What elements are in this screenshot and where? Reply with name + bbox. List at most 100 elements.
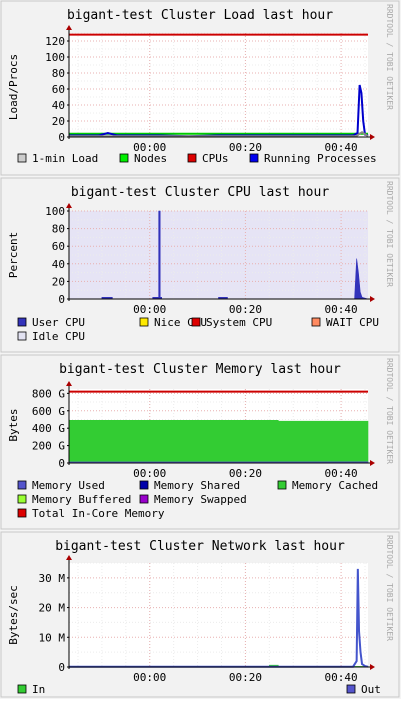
legend-label: Memory Cached (292, 479, 378, 492)
y-tick-label: 0 (58, 661, 65, 674)
y-tick-label: 20 (52, 115, 65, 128)
chart-0-marks: 0 20 40 60 80 100 120 00:00 00:20 00:40 1-min Load… (17, 25, 377, 165)
y-tick-label: 0 (58, 293, 65, 306)
y-tick-label: 200 G (32, 440, 65, 453)
chart-title: bigant-test Cluster Load last hour (67, 8, 333, 23)
memory-chart: bigant-test Cluster Memory last hour Byt… (7, 358, 394, 464)
watermark: RRDTOOL / TOBI OETIKER (385, 358, 394, 464)
series-1-min-load (69, 130, 369, 138)
legend-label: Out (361, 683, 381, 696)
legend-label: Idle CPU (32, 330, 85, 343)
x-axis-arrow (370, 664, 375, 670)
legend-label: CPUs (202, 152, 229, 165)
y-axis-arrow (66, 203, 72, 208)
legend-swatch (277, 480, 287, 490)
legend-label: System CPU (206, 316, 272, 329)
y-tick-label: 40 (52, 258, 65, 271)
x-tick-label: 00:00 (133, 141, 166, 154)
x-tick-label: 00:40 (325, 467, 358, 480)
y-axis-arrow (66, 555, 72, 560)
y-tick-label: 800 G (32, 387, 65, 400)
legend-label: Total In-Core Memory (32, 507, 165, 520)
y-tick-label: 100 (45, 51, 65, 64)
cpu-chart: bigant-test Cluster CPU last hour Percen… (7, 181, 394, 287)
legend-label: Memory Used (32, 479, 105, 492)
y-axis-arrow (66, 25, 72, 30)
chart-3-marks: 0 10 M 20 M 30 M 00:00 00:20 00:40 In Out (17, 555, 381, 696)
chart-title: bigant-test Cluster Network last hour (55, 539, 345, 554)
plot-area (69, 33, 368, 137)
legend-swatch (17, 331, 27, 341)
legend-swatch (17, 153, 27, 163)
legend-swatch (187, 153, 197, 163)
x-tick-label: 00:40 (325, 303, 358, 316)
y-tick-label: 400 G (32, 422, 65, 435)
x-axis-arrow (370, 134, 375, 140)
series-memory-cached (68, 420, 369, 464)
x-tick-label: 00:00 (133, 303, 166, 316)
watermark: RRDTOOL / TOBI OETIKER (385, 535, 394, 641)
legend-label: Running Processes (264, 152, 377, 165)
legend-swatch (139, 480, 149, 490)
y-tick-label: 0 (58, 457, 65, 470)
y-tick-label: 20 M (39, 602, 66, 615)
legend-label: Memory Buffered (32, 493, 131, 506)
legend-swatch (346, 684, 356, 694)
legend-label: In (32, 683, 45, 696)
legend-swatch (249, 153, 259, 163)
chart-title: bigant-test Cluster CPU last hour (71, 185, 329, 200)
x-axis-arrow (370, 296, 375, 302)
x-tick-label: 00:40 (325, 141, 358, 154)
legend-swatch (17, 317, 27, 327)
legend-swatch (139, 494, 149, 504)
legend-swatch (17, 508, 27, 518)
legend-swatch (17, 494, 27, 504)
series-out (69, 568, 369, 668)
plot-area (69, 211, 368, 299)
x-tick-label: 00:00 (133, 671, 166, 684)
y-axis-arrow (66, 381, 72, 386)
y-axis-label: Load/Procs (7, 54, 20, 120)
y-tick-label: 120 (45, 35, 65, 48)
y-tick-label: 600 G (32, 405, 65, 418)
y-tick-label: 30 M (39, 572, 66, 585)
load-chart: bigant-test Cluster Load last hour Load/… (7, 4, 394, 120)
chart-marks: 0 20 40 60 80 100 120 00:00 00:20 00:40 1-min Load… (17, 25, 381, 696)
watermark: RRDTOOL / TOBI OETIKER (385, 4, 394, 110)
legend-label: 1-min Load (32, 152, 98, 165)
y-tick-label: 20 (52, 275, 65, 288)
y-tick-label: 100 (45, 205, 65, 218)
y-tick-label: 0 (58, 131, 65, 144)
y-tick-label: 80 (52, 223, 65, 236)
x-tick-label: 00:40 (325, 671, 358, 684)
legend-swatch (139, 317, 149, 327)
network-chart: bigant-test Cluster Network last hour By… (7, 535, 394, 645)
legend-label: Memory Swapped (154, 493, 247, 506)
y-axis-label: Bytes (7, 408, 20, 441)
plot-area (69, 563, 368, 667)
x-tick-label: 00:20 (229, 303, 262, 316)
watermark: RRDTOOL / TOBI OETIKER (385, 181, 394, 287)
legend-swatch (191, 317, 201, 327)
legend-swatch (17, 480, 27, 490)
y-tick-label: 40 (52, 99, 65, 112)
y-tick-label: 80 (52, 67, 65, 80)
x-axis-arrow (370, 460, 375, 466)
legend-swatch (17, 684, 27, 694)
legend-swatch (311, 317, 321, 327)
x-tick-label: 00:20 (229, 671, 262, 684)
x-tick-label: 00:20 (229, 141, 262, 154)
y-tick-label: 60 (52, 83, 65, 96)
legend-label: WAIT CPU (326, 316, 379, 329)
y-axis-label: Bytes/sec (7, 585, 20, 645)
legend-label: Nodes (134, 152, 167, 165)
y-axis-label: Percent (7, 232, 20, 278)
legend-label: User CPU (32, 316, 85, 329)
legend-label: Memory Shared (154, 479, 240, 492)
legend-swatch (119, 153, 129, 163)
y-tick-label: 10 M (39, 631, 66, 644)
chart-title: bigant-test Cluster Memory last hour (59, 362, 341, 377)
